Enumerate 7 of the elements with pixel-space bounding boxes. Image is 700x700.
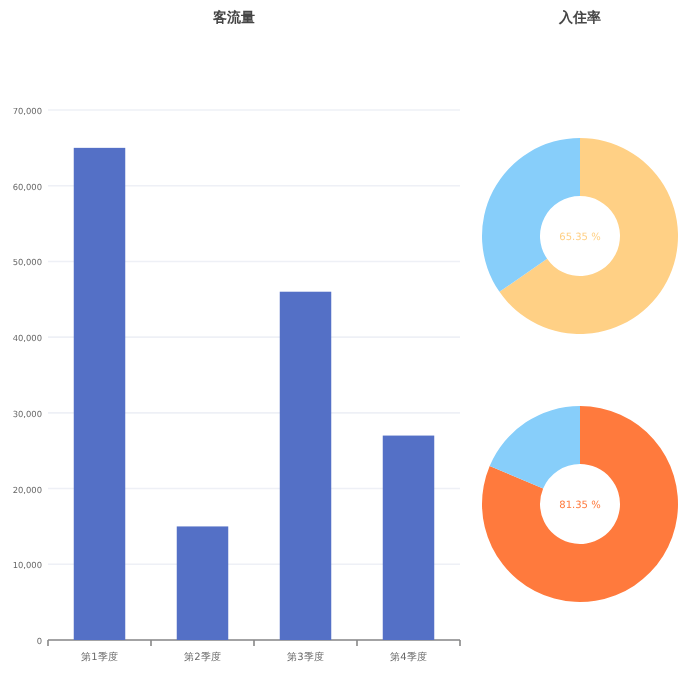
bar: [73, 147, 126, 640]
bar: [176, 526, 229, 640]
donut-slice: [482, 406, 678, 602]
bar: [279, 291, 332, 640]
donut-slice: [499, 138, 678, 334]
bar: [382, 435, 435, 640]
donut-slice: [489, 406, 580, 489]
